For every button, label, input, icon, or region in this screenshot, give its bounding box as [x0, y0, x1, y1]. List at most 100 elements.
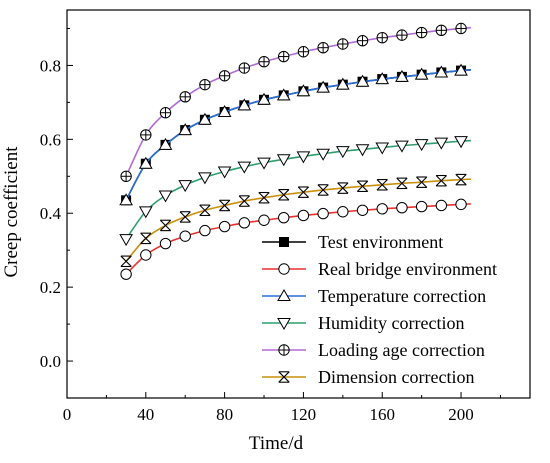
legend-entry: Real bridge environment	[262, 259, 497, 279]
series-marker	[356, 204, 369, 216]
series-marker	[296, 151, 311, 164]
series-marker	[258, 214, 270, 226]
legend-label: Real bridge environment	[318, 259, 497, 279]
series-marker	[198, 112, 212, 125]
series-marker	[414, 139, 429, 152]
series-marker	[454, 63, 468, 76]
x-tick-label: 160	[369, 405, 395, 424]
series-marker	[198, 172, 212, 185]
legend-entry: Humidity correction	[262, 313, 464, 333]
series-marker	[434, 137, 449, 150]
series-marker	[337, 206, 349, 218]
series-markers	[121, 65, 467, 206]
series-marker	[158, 137, 173, 150]
series-marker	[376, 32, 388, 44]
series-marker	[296, 84, 311, 97]
series-marker	[278, 189, 290, 201]
series-marker	[279, 237, 289, 247]
legend-entry: Test environment	[262, 232, 443, 252]
series-marker	[435, 199, 448, 212]
series-markers	[119, 136, 468, 247]
series-marker	[199, 78, 211, 91]
series-marker	[316, 80, 330, 93]
series-marker	[217, 104, 232, 117]
series-marker	[395, 69, 409, 82]
series-marker	[158, 190, 173, 203]
series-marker	[396, 201, 408, 214]
series-marker	[159, 237, 172, 250]
series-marker	[159, 219, 172, 232]
series-marker	[375, 142, 390, 155]
y-axis-label: Creep coefficient	[1, 146, 22, 278]
series-marker	[178, 180, 193, 193]
series-marker	[119, 193, 133, 206]
series-marker	[455, 198, 467, 211]
series-marker	[140, 232, 152, 245]
series-marker	[238, 195, 250, 207]
series-marker	[140, 129, 152, 141]
series-marker	[455, 173, 467, 186]
series-marker	[258, 191, 270, 204]
series-3	[119, 136, 471, 247]
series-marker	[217, 166, 232, 179]
series-marker	[278, 263, 290, 275]
series-5	[120, 173, 471, 268]
series-marker	[277, 318, 291, 331]
legend-label: Test environment	[318, 232, 443, 252]
series-line	[125, 139, 471, 240]
series-marker	[297, 46, 310, 58]
series-marker	[238, 62, 251, 74]
x-tick-label: 120	[291, 405, 317, 424]
series-marker	[257, 157, 271, 170]
y-tick-label: 0.0	[40, 352, 61, 371]
series-marker	[138, 156, 153, 169]
series-marker	[435, 24, 448, 37]
series-marker	[159, 107, 172, 119]
series-marker	[355, 74, 370, 87]
series-marker	[179, 230, 191, 242]
series-marker	[396, 29, 408, 41]
series-markers	[120, 198, 467, 280]
legend-entry: Temperature correction	[262, 286, 486, 306]
x-tick-label: 40	[137, 405, 154, 424]
series-marker	[337, 182, 349, 194]
series-markers	[120, 22, 467, 182]
legend-label: Temperature correction	[318, 286, 486, 306]
series-marker	[178, 123, 193, 136]
legend-label: Loading age correction	[318, 340, 485, 360]
series-marker	[416, 176, 428, 188]
series-marker	[237, 161, 252, 174]
series-marker	[297, 209, 310, 222]
y-tick-label: 0.8	[40, 56, 61, 75]
series-marker	[120, 268, 132, 280]
series-2	[119, 63, 471, 206]
series-marker	[335, 146, 350, 159]
series-marker	[257, 92, 271, 105]
series-marker	[337, 38, 349, 50]
x-axis-label: Time/d	[249, 433, 304, 454]
series-marker	[415, 26, 428, 39]
x-tick-label: 0	[63, 405, 72, 424]
series-marker	[276, 88, 291, 101]
series-marker	[120, 170, 132, 182]
series-marker	[138, 206, 153, 219]
series-marker	[376, 203, 388, 215]
series-marker	[297, 186, 310, 198]
series-marker	[317, 207, 329, 220]
series-marker	[277, 288, 291, 301]
series-marker	[278, 344, 290, 356]
legend-entry: Dimension correction	[262, 367, 474, 387]
series-0	[121, 65, 471, 206]
series-marker	[317, 184, 329, 196]
series-marker	[179, 211, 191, 223]
series-marker	[179, 91, 191, 103]
series-marker	[278, 371, 290, 383]
series-marker	[120, 255, 132, 268]
series-marker	[278, 50, 290, 63]
series-markers	[119, 63, 468, 206]
series-4	[120, 22, 471, 182]
series-marker	[218, 220, 231, 233]
legend-entry: Loading age correction	[262, 340, 485, 360]
